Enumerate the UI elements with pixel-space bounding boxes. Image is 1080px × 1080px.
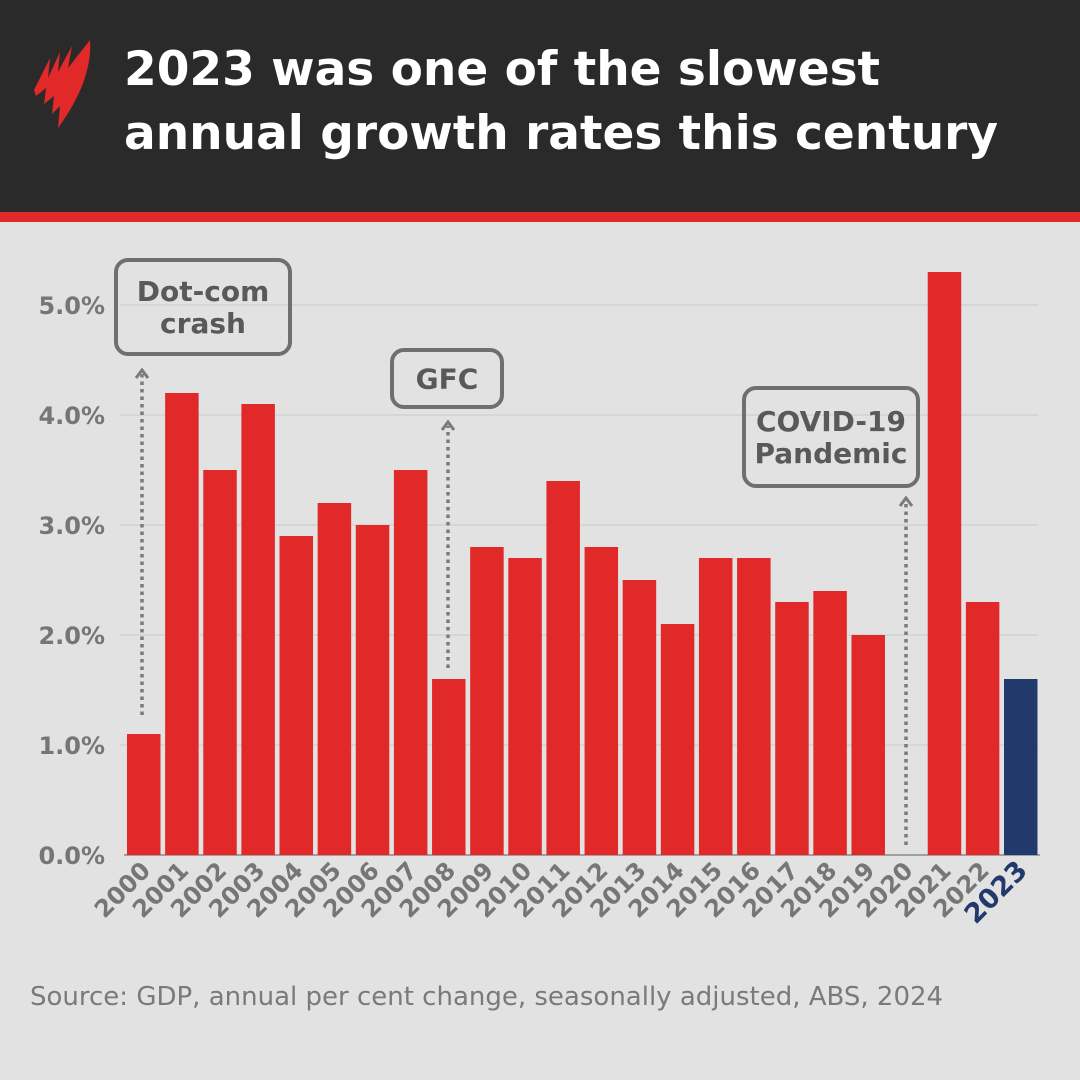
- bar-2018: [813, 591, 847, 855]
- y-tick-label: 5.0%: [38, 292, 105, 320]
- bar-2006: [355, 525, 390, 855]
- bar-2013: [622, 580, 657, 855]
- bar-2014: [660, 624, 695, 855]
- sbs-logo-icon: [34, 40, 91, 128]
- annotation-text: Pandemic: [754, 437, 907, 470]
- y-tick-label: 1.0%: [38, 732, 105, 760]
- bar-chart: 0.0%1.0%2.0%3.0%4.0%5.0% 200020012002200…: [38, 258, 1040, 930]
- y-tick-label: 0.0%: [38, 842, 105, 870]
- bar-2004: [279, 536, 314, 855]
- bar-2023: [1003, 679, 1038, 855]
- bar-2001: [165, 393, 199, 855]
- page-title: 2023 was one of the slowest annual growt…: [124, 42, 998, 161]
- annotation-box: [390, 348, 504, 409]
- annotation-2008: GFC: [390, 348, 504, 668]
- bar-2021: [927, 272, 962, 855]
- bar-2016: [737, 558, 771, 855]
- y-tick-label: 2.0%: [38, 622, 105, 650]
- source-note: Source: GDP, annual per cent change, sea…: [30, 982, 944, 1012]
- header-stripe: [0, 212, 1080, 222]
- bar-2005: [317, 503, 352, 855]
- arrowhead-icon: [898, 495, 914, 507]
- bar-2002: [203, 470, 237, 855]
- bar-2008: [432, 679, 466, 855]
- bar-2000: [127, 734, 161, 855]
- bar-2011: [546, 481, 580, 855]
- bar-2012: [584, 547, 619, 855]
- bar-2022: [965, 602, 1000, 855]
- y-tick-label: 3.0%: [38, 512, 105, 540]
- annotation-box: [114, 258, 292, 356]
- bar-2019: [851, 635, 885, 855]
- arrowhead-icon: [440, 419, 456, 431]
- bar-2003: [241, 404, 275, 855]
- annotation-box: [742, 386, 920, 488]
- bar-2017: [775, 602, 809, 855]
- annotation-text: Dot-com: [137, 275, 270, 308]
- annotation-text: COVID-19: [756, 405, 906, 438]
- y-tick-label: 4.0%: [38, 402, 105, 430]
- annotation-text: crash: [160, 307, 246, 340]
- bar-2007: [393, 470, 428, 855]
- bar-2010: [508, 558, 542, 855]
- arrowhead-icon: [134, 367, 150, 379]
- header: [0, 0, 1080, 212]
- annotation-text: GFC: [416, 363, 479, 396]
- bar-2015: [698, 558, 733, 855]
- bar-2009: [470, 547, 504, 855]
